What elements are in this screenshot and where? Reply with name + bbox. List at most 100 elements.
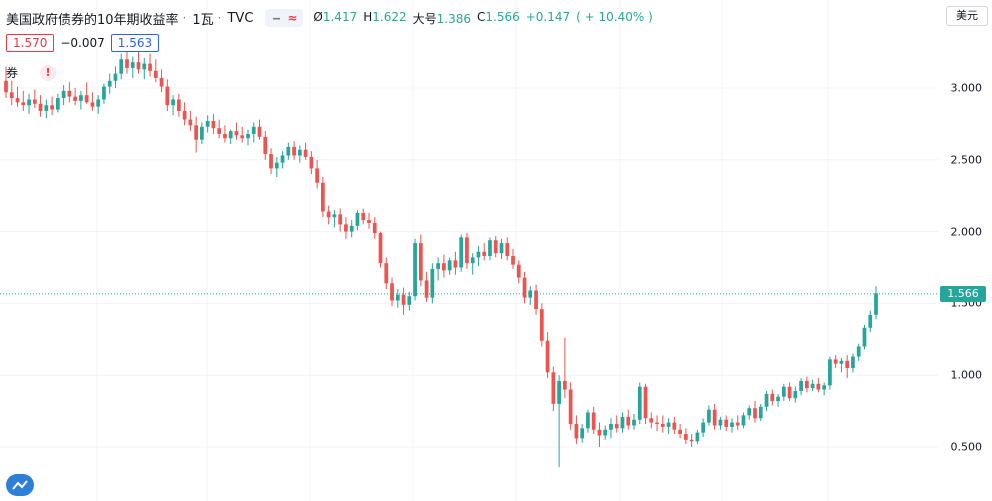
candle[interactable]	[747, 405, 752, 420]
candle[interactable]	[465, 233, 469, 269]
candle[interactable]	[758, 403, 763, 422]
series-label[interactable]: 券	[6, 66, 19, 80]
candle[interactable]	[332, 210, 337, 228]
candle[interactable]	[211, 113, 216, 134]
candle[interactable]	[378, 231, 383, 268]
candle[interactable]	[107, 73, 112, 94]
candle[interactable]	[862, 324, 867, 350]
candle[interactable]	[430, 263, 435, 304]
candle[interactable]	[586, 409, 590, 433]
candle[interactable]	[401, 287, 406, 315]
candle[interactable]	[73, 88, 78, 106]
candle[interactable]	[799, 378, 803, 396]
candle[interactable]	[234, 122, 239, 140]
candle[interactable]	[753, 401, 757, 423]
candle[interactable]	[257, 119, 262, 140]
candle[interactable]	[413, 238, 417, 301]
candle[interactable]	[44, 99, 49, 119]
candle[interactable]	[804, 376, 809, 393]
candle[interactable]	[148, 53, 152, 77]
candle[interactable]	[263, 131, 268, 160]
candle[interactable]	[326, 205, 331, 225]
candle[interactable]	[228, 129, 233, 145]
candle[interactable]	[770, 389, 775, 406]
candle[interactable]	[407, 291, 412, 311]
candle[interactable]	[603, 425, 608, 440]
candle[interactable]	[361, 208, 366, 225]
candle[interactable]	[61, 85, 66, 106]
candle[interactable]	[712, 403, 717, 430]
candlestick-chart[interactable]	[0, 0, 938, 501]
candle[interactable]	[21, 90, 26, 111]
candle[interactable]	[574, 415, 579, 445]
candle[interactable]	[315, 159, 319, 189]
candle[interactable]	[15, 86, 20, 107]
candle[interactable]	[678, 424, 682, 439]
candle[interactable]	[649, 412, 654, 429]
candle[interactable]	[822, 382, 827, 396]
price-axis[interactable]: 3.000 2.500 2.000 1.500 1.000 0.500	[938, 0, 992, 501]
candle[interactable]	[597, 422, 602, 447]
candle[interactable]	[851, 353, 855, 373]
candle[interactable]	[130, 56, 135, 78]
candle[interactable]	[165, 79, 170, 111]
candle[interactable]	[470, 253, 475, 275]
candle[interactable]	[136, 50, 141, 74]
warning-icon[interactable]: !	[40, 64, 57, 81]
candle[interactable]	[447, 257, 452, 275]
candle[interactable]	[125, 49, 129, 74]
candle[interactable]	[655, 415, 659, 432]
candle[interactable]	[781, 383, 786, 402]
candle[interactable]	[367, 212, 371, 229]
candle[interactable]	[689, 434, 694, 447]
sell-price-button[interactable]: 1.570	[6, 34, 55, 52]
candle[interactable]	[188, 110, 193, 132]
candle[interactable]	[4, 66, 8, 99]
candle[interactable]	[833, 355, 838, 369]
candle[interactable]	[280, 151, 285, 169]
candle[interactable]	[545, 332, 550, 379]
candle[interactable]	[741, 412, 746, 429]
candle[interactable]	[395, 289, 400, 308]
currency-button[interactable]: 美元	[946, 6, 988, 26]
candle[interactable]	[724, 415, 729, 432]
approx-icon[interactable]: ≈	[287, 11, 298, 25]
candle[interactable]	[79, 90, 83, 110]
collapse-icon[interactable]: ‒	[272, 11, 281, 25]
candle[interactable]	[113, 66, 118, 88]
candle[interactable]	[695, 429, 700, 445]
candle[interactable]	[246, 129, 250, 146]
candle[interactable]	[27, 93, 31, 114]
candle[interactable]	[839, 357, 844, 373]
candle[interactable]	[551, 366, 556, 412]
candle[interactable]	[453, 251, 458, 275]
candle[interactable]	[534, 284, 538, 315]
candle[interactable]	[730, 418, 734, 433]
candle[interactable]	[153, 59, 158, 83]
candle[interactable]	[303, 142, 308, 160]
candle[interactable]	[194, 116, 199, 153]
candle[interactable]	[384, 257, 389, 290]
candle[interactable]	[32, 89, 37, 109]
candle[interactable]	[793, 386, 798, 403]
candle[interactable]	[372, 217, 377, 239]
candle[interactable]	[557, 375, 561, 468]
candle[interactable]	[321, 177, 325, 218]
candle[interactable]	[38, 95, 43, 117]
candle[interactable]	[493, 235, 498, 258]
candle[interactable]	[309, 151, 314, 175]
candle[interactable]	[666, 418, 671, 435]
candle[interactable]	[355, 210, 360, 231]
candle[interactable]	[591, 406, 596, 435]
candle[interactable]	[205, 115, 210, 133]
candle[interactable]	[522, 271, 527, 304]
candle[interactable]	[67, 82, 72, 103]
candle[interactable]	[632, 413, 636, 430]
candle[interactable]	[286, 142, 291, 160]
candle[interactable]	[482, 243, 487, 261]
candle[interactable]	[418, 234, 423, 287]
candle[interactable]	[735, 415, 740, 430]
candle[interactable]	[171, 95, 175, 116]
candle[interactable]	[102, 83, 106, 104]
buy-price-button[interactable]: 1.563	[110, 34, 160, 52]
